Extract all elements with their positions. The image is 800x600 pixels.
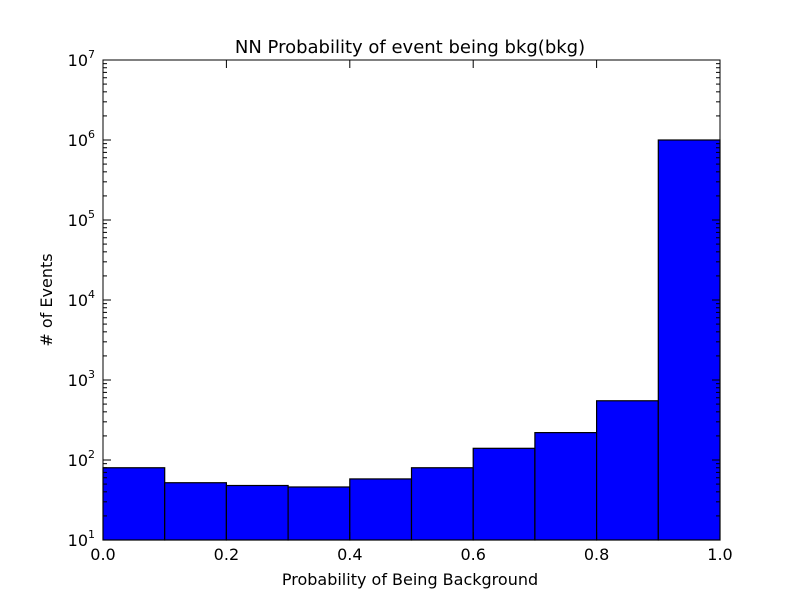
y-tick-label: 103 [68,368,95,390]
y-tick-label: 104 [68,288,95,310]
x-tick-label: 0.8 [584,545,609,564]
x-axis-label: Probability of Being Background [282,570,538,589]
plot-frame [102,59,721,541]
y-axis-label: # of Events [37,253,56,346]
x-tick-label: 0.6 [460,545,485,564]
histogram-bar [472,447,536,541]
x-tick-label: 1.0 [707,545,732,564]
histogram-bar [287,486,351,541]
histogram-bar [225,484,289,541]
histogram-bar [657,139,721,541]
bars-group [102,139,721,541]
y-tick-label: 107 [68,48,95,70]
histogram-bar [595,400,659,541]
histogram-bar [410,467,474,541]
ticks-group: 0.0 0.2 0.4 0.6 0.8 1.0 101 102 103 104 105 106 107 [68,48,733,564]
histogram-bar [349,478,413,541]
y-tick-label: 101 [68,528,95,550]
histogram-bar [102,467,166,541]
x-tick-label: 0.0 [90,545,115,564]
chart-title: NN Probability of event being bkg(bkg) [235,37,585,58]
x-tick-label: 0.2 [214,545,239,564]
histogram-bar [534,432,598,541]
x-tick-label: 0.4 [337,545,362,564]
y-tick-label: 106 [68,128,95,150]
y-tick-label: 102 [68,448,95,470]
histogram-bar [164,482,227,541]
y-tick-label: 105 [68,208,95,230]
